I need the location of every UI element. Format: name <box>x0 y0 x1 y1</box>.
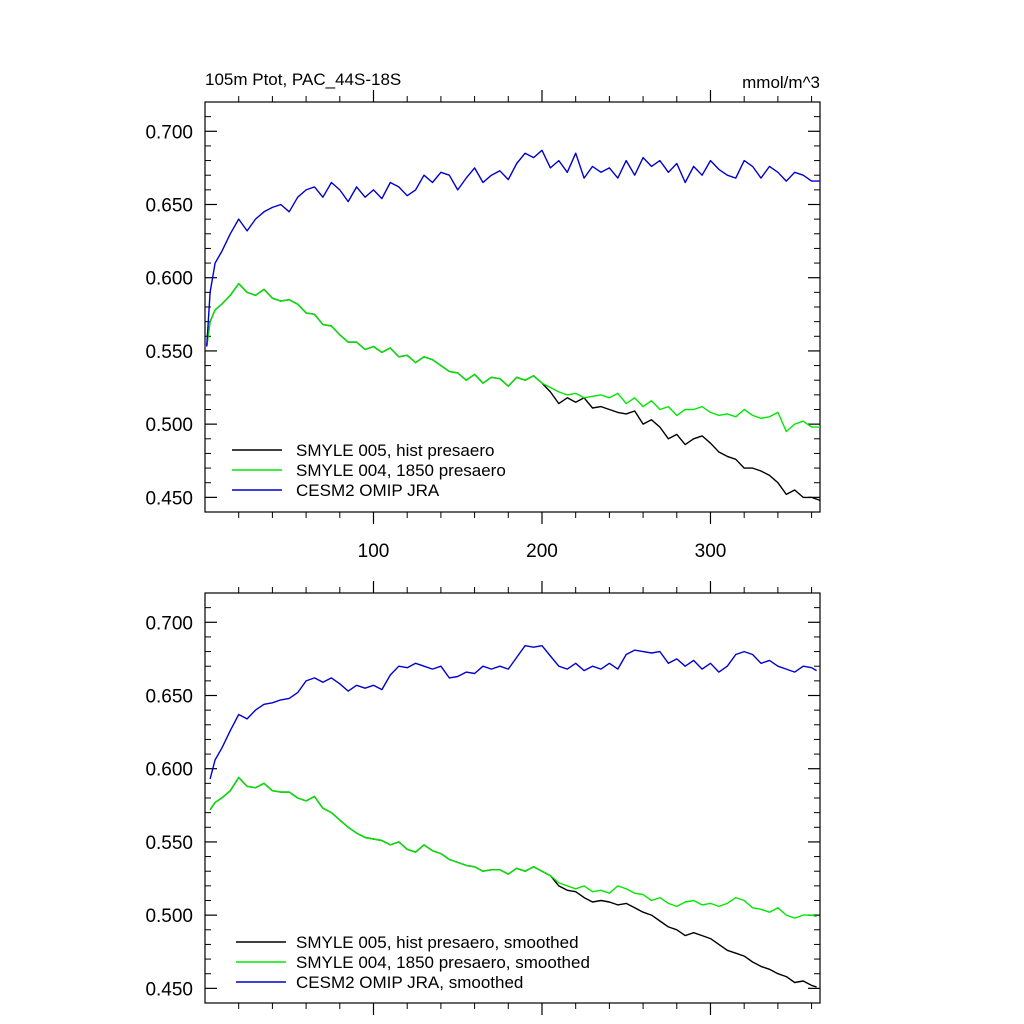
y-tick-label: 0.600 <box>145 760 193 781</box>
chart-panel-2: 0.450 0.500 0.550 0.600 0.650 0.700 SMYLE 005,… <box>145 581 821 1015</box>
y-tick-label: 0.600 <box>145 269 193 290</box>
legend-label-2: SMYLE 004, 1850 presaero <box>296 461 506 480</box>
chart-panel-1: 0.450 0.500 0.550 0.600 0.650 0.700 100 200 300 1… <box>145 70 821 562</box>
series-line-2 <box>209 776 817 919</box>
legend-label-2: SMYLE 004, 1850 presaero, smoothed <box>296 953 590 972</box>
x-tick-label: 200 <box>526 541 558 562</box>
y-tick-label: 0.500 <box>145 906 193 927</box>
y-tick-label: 0.700 <box>145 122 193 143</box>
y-tick-label: 0.450 <box>145 979 193 1000</box>
y-tick-label: 0.700 <box>145 613 193 634</box>
series-line-3 <box>209 645 817 780</box>
series-line-3 <box>206 149 820 347</box>
series-line-2 <box>206 282 820 433</box>
y-tick-label: 0.650 <box>145 196 193 217</box>
legend-label-1: SMYLE 005, hist presaero <box>296 441 494 460</box>
y-tick-label: 0.500 <box>145 415 193 436</box>
legend-label-1: SMYLE 005, hist presaero, smoothed <box>296 933 579 952</box>
y-tick-label: 0.550 <box>145 342 193 363</box>
x-tick-label: 100 <box>358 541 390 562</box>
units-label: mmol/m^3 <box>742 73 820 92</box>
y-tick-label: 0.650 <box>145 687 193 708</box>
legend-label-3: CESM2 OMIP JRA <box>296 481 440 500</box>
x-tick-label: 300 <box>695 541 727 562</box>
chart-title: 105m Ptot, PAC_44S-18S <box>205 70 401 89</box>
y-tick-label: 0.450 <box>145 488 193 509</box>
legend-label-3: CESM2 OMIP JRA, smoothed <box>296 973 523 992</box>
y-tick-label: 0.550 <box>145 833 193 854</box>
